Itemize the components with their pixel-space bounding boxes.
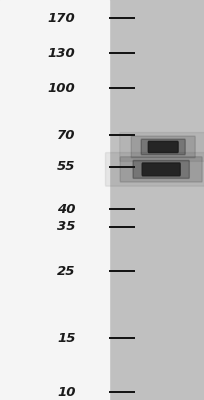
Text: 170: 170: [48, 12, 75, 24]
FancyBboxPatch shape: [141, 139, 185, 155]
Text: 40: 40: [57, 202, 75, 216]
Text: 130: 130: [48, 47, 75, 60]
Text: 70: 70: [57, 129, 75, 142]
FancyBboxPatch shape: [131, 136, 195, 158]
Text: 55: 55: [57, 160, 75, 174]
FancyBboxPatch shape: [142, 163, 180, 176]
Text: 15: 15: [57, 332, 75, 345]
Text: 35: 35: [57, 220, 75, 233]
FancyBboxPatch shape: [133, 160, 189, 178]
Text: 10: 10: [57, 386, 75, 398]
FancyBboxPatch shape: [120, 157, 202, 182]
Text: 100: 100: [48, 82, 75, 94]
FancyBboxPatch shape: [120, 132, 204, 161]
FancyBboxPatch shape: [105, 152, 204, 186]
FancyBboxPatch shape: [148, 141, 178, 152]
Text: 25: 25: [57, 264, 75, 278]
Bar: [0, 0, 109, 400]
